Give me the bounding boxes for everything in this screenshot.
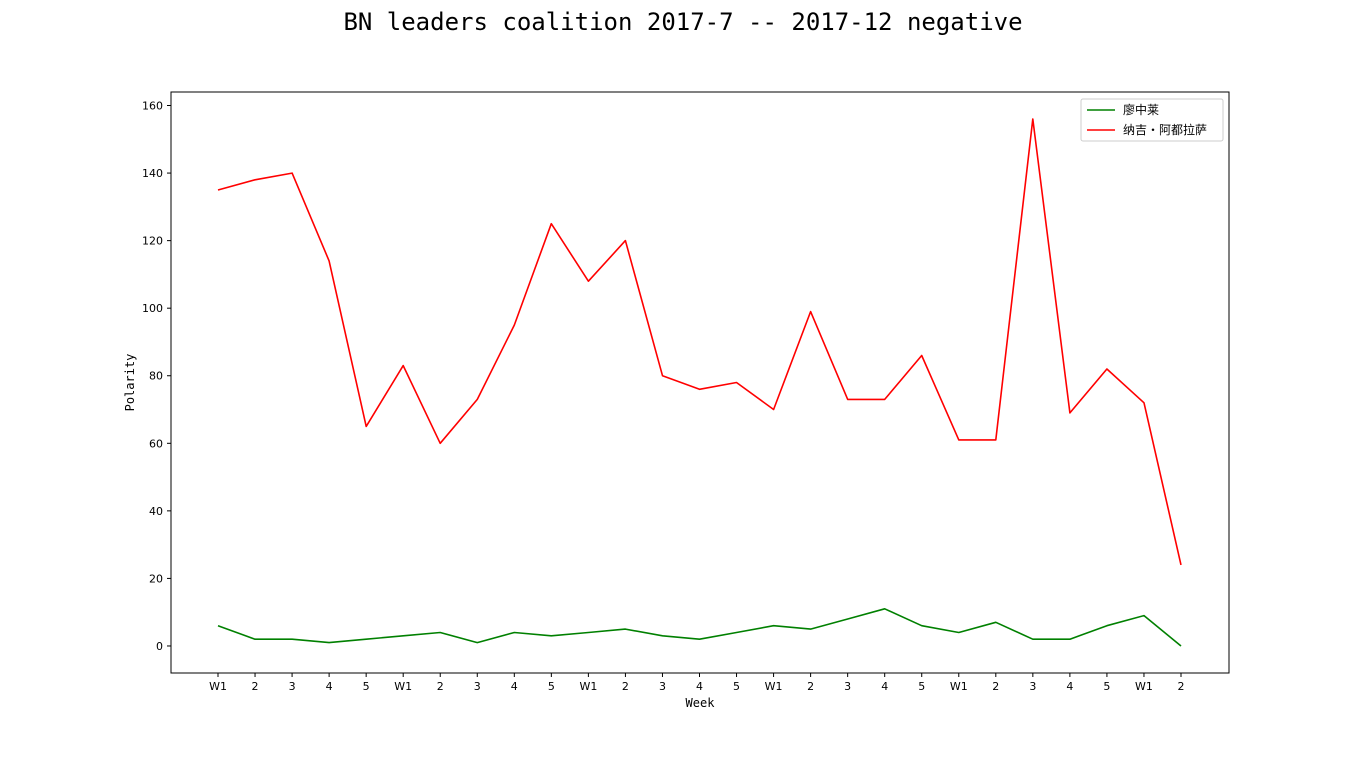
- x-tick-label: 3: [474, 680, 481, 693]
- chart-title: BN leaders coalition 2017-7 -- 2017-12 n…: [343, 8, 1023, 36]
- y-tick-label: 160: [142, 100, 163, 113]
- x-tick-label: W1: [1135, 680, 1153, 693]
- x-tick-label: 5: [363, 680, 370, 693]
- x-tick-label: 2: [252, 680, 259, 693]
- y-tick-label: 140: [142, 167, 163, 180]
- series-line-1: [217, 607, 1182, 647]
- x-tick-label: W1: [209, 680, 227, 693]
- legend-box: [1080, 98, 1224, 142]
- x-tick-label: 4: [881, 680, 888, 693]
- x-tick-label: 3: [1029, 680, 1036, 693]
- x-tick-label: W1: [394, 680, 412, 693]
- x-axis-label: Week: [686, 696, 716, 710]
- y-axis-label: Polarity: [123, 354, 137, 412]
- y-tick-label: 40: [149, 505, 163, 518]
- x-tick-label: 3: [659, 680, 666, 693]
- x-tick-label: W1: [579, 680, 597, 693]
- x-tick-label: 5: [548, 680, 555, 693]
- x-tick-label: 5: [918, 680, 925, 693]
- series-line-2: [217, 118, 1182, 566]
- legend-label: 纳吉・阿都拉萨: [1123, 122, 1207, 137]
- y-tick-label: 120: [142, 235, 163, 248]
- x-tick-label: 3: [289, 680, 296, 693]
- y-tick-label: 20: [149, 572, 163, 585]
- plot-frame: [170, 91, 1230, 674]
- x-tick-label: W1: [765, 680, 783, 693]
- legend-label: 廖中莱: [1123, 102, 1159, 117]
- x-tick-label: 2: [807, 680, 814, 693]
- x-axis: W1 2 3 4 5 W1 2 3 4 5 W1 2 3 4 5 W1 2 3 4 5 W1 2 3 4 5 W1 2: [209, 673, 1185, 693]
- y-tick-label: 80: [149, 370, 163, 383]
- x-tick-label: 2: [622, 680, 629, 693]
- y-tick-label: 60: [149, 437, 163, 450]
- x-tick-label: 5: [733, 680, 740, 693]
- x-tick-label: 5: [1103, 680, 1110, 693]
- x-tick-label: 4: [1066, 680, 1073, 693]
- x-tick-label: 4: [511, 680, 518, 693]
- x-tick-label: 2: [1178, 680, 1185, 693]
- x-tick-label: 2: [992, 680, 999, 693]
- y-tick-label: 0: [156, 640, 163, 653]
- x-tick-label: 4: [326, 680, 333, 693]
- x-tick-label: 3: [844, 680, 851, 693]
- plot-area: [217, 118, 1182, 647]
- y-tick-label: 100: [142, 302, 163, 315]
- y-axis: 0 20 40 60 80 100 120 140 160: [142, 100, 171, 653]
- x-tick-label: 4: [696, 680, 703, 693]
- x-tick-label: W1: [950, 680, 968, 693]
- x-tick-label: 2: [437, 680, 444, 693]
